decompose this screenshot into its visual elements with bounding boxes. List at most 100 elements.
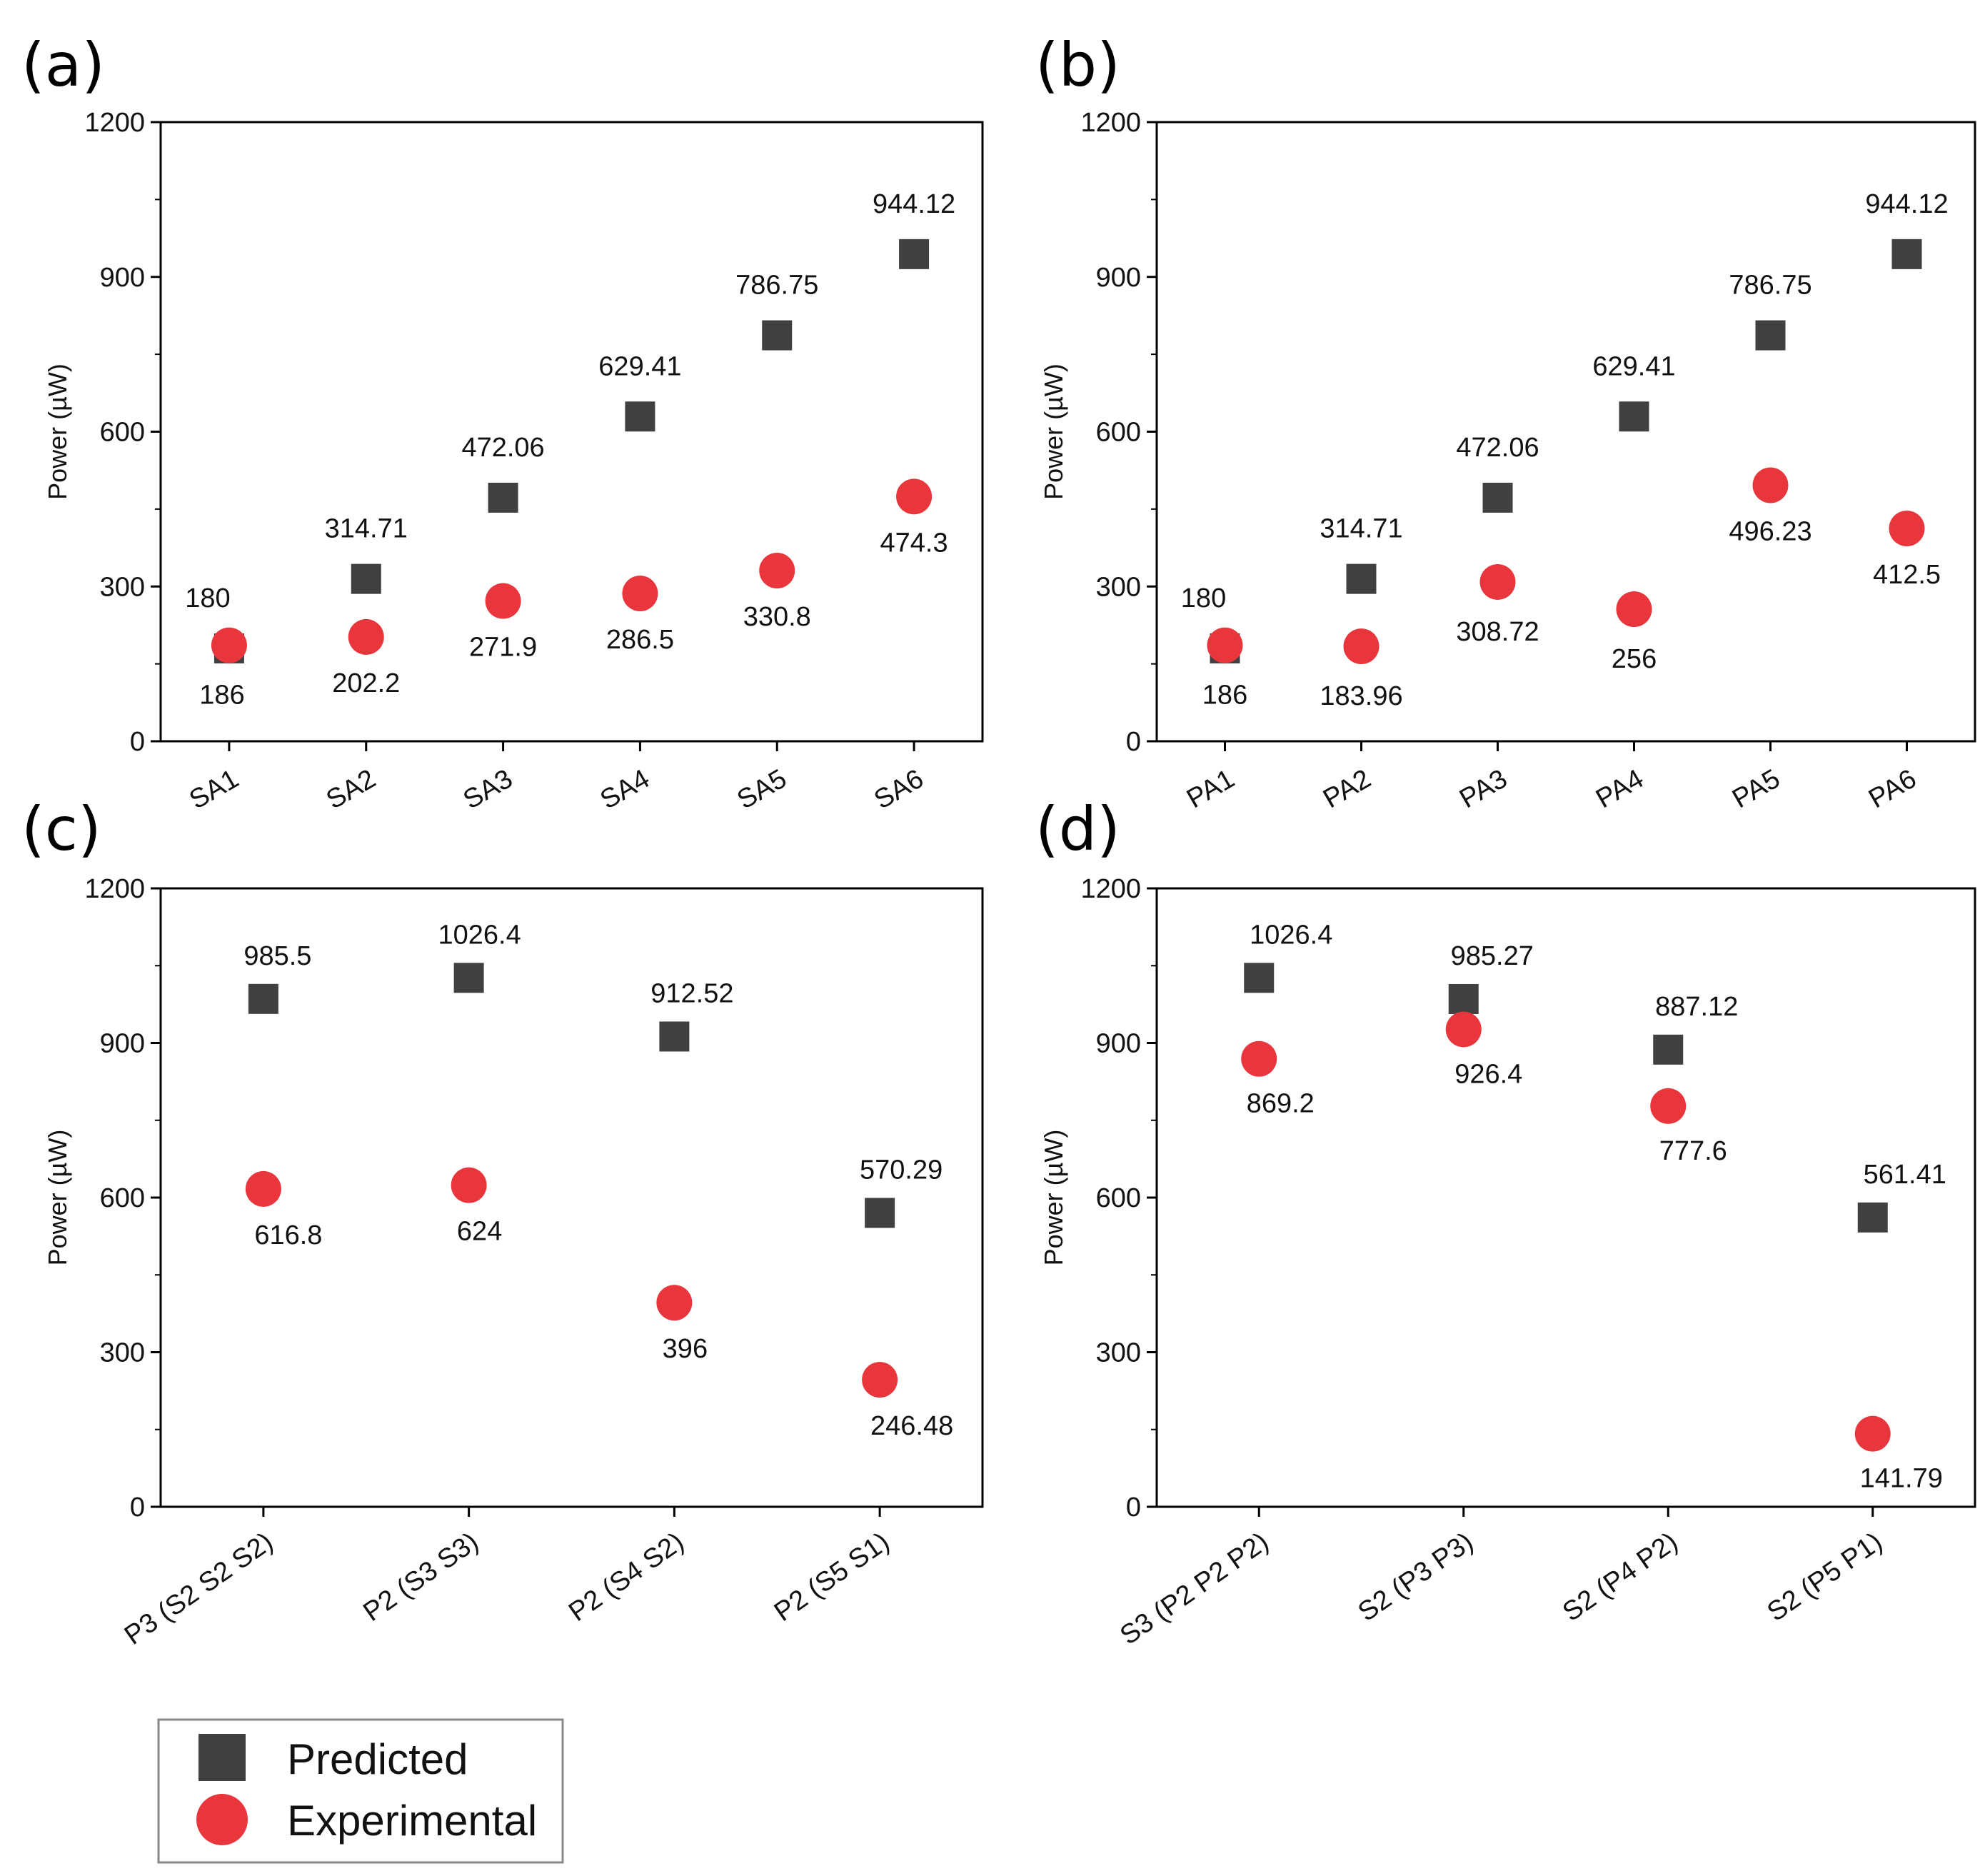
predicted-value-label: 570.29 xyxy=(860,1155,943,1185)
y-tick-label: 300 xyxy=(100,572,145,602)
predicted-value-label: 944.12 xyxy=(1865,189,1948,219)
x-tick-label: P2 (S4 S2) xyxy=(563,1527,689,1627)
predicted-value-label: 472.06 xyxy=(461,433,544,463)
y-tick-label: 600 xyxy=(100,1183,145,1213)
y-axis-title: Power (µW) xyxy=(43,1130,72,1266)
experimental-marker xyxy=(1343,628,1380,665)
experimental-marker xyxy=(896,478,933,515)
predicted-value-label: 985.5 xyxy=(243,941,311,971)
panel-label: (a) xyxy=(21,30,105,100)
experimental-marker xyxy=(245,1170,281,1207)
y-tick-label: 900 xyxy=(1096,1029,1141,1059)
experimental-value-label: 186 xyxy=(199,681,244,711)
experimental-marker xyxy=(1445,1011,1482,1048)
predicted-marker xyxy=(1857,1202,1888,1233)
y-tick-label: 900 xyxy=(100,1029,145,1059)
experimental-marker xyxy=(1650,1088,1687,1124)
experimental-value-label: 271.9 xyxy=(469,633,537,663)
predicted-marker xyxy=(762,320,793,351)
legend-predicted-label: Predicted xyxy=(287,1735,468,1783)
y-tick-label: 0 xyxy=(1126,727,1141,757)
predicted-value-label: 912.52 xyxy=(650,978,733,1008)
y-tick-label: 0 xyxy=(130,727,145,757)
experimental-marker xyxy=(1207,627,1243,663)
plot-frame xyxy=(159,887,984,1508)
experimental-marker xyxy=(1854,1415,1891,1452)
y-tick-label: 0 xyxy=(1126,1493,1141,1523)
experimental-value-label: 474.3 xyxy=(880,528,948,558)
x-tick-label: S2 (P4 P2) xyxy=(1557,1527,1683,1627)
predicted-value-label: 985.27 xyxy=(1451,941,1534,971)
x-tick-label: PA1 xyxy=(1182,763,1240,814)
y-axis-title: Power (µW) xyxy=(1039,1130,1068,1266)
y-tick-label: 0 xyxy=(130,1493,145,1523)
experimental-marker xyxy=(1889,510,1925,546)
panel-label: (c) xyxy=(21,794,101,864)
experimental-marker xyxy=(862,1362,898,1398)
x-tick-label: SA6 xyxy=(869,763,928,815)
experimental-marker xyxy=(211,627,247,663)
x-tick-label: PA3 xyxy=(1454,763,1512,814)
x-tick-label: S2 (P3 P3) xyxy=(1353,1527,1479,1627)
experimental-value-label: 496.23 xyxy=(1729,516,1811,546)
plot-frame xyxy=(1155,887,1976,1508)
predicted-value-label: 944.12 xyxy=(873,189,955,219)
y-tick-label: 300 xyxy=(1096,1338,1141,1368)
x-tick-label: PA6 xyxy=(1864,763,1921,814)
predicted-marker xyxy=(1755,320,1786,351)
plot-frame xyxy=(1155,121,1976,743)
experimental-value-label: 624 xyxy=(457,1217,502,1247)
experimental-value-label: 926.4 xyxy=(1454,1059,1522,1089)
panel-a: (a) 0 300 600 900 1200 Power (µW) SA1 SA2 SA3 SA4 S… xyxy=(21,30,984,816)
x-tick-label: PA4 xyxy=(1591,763,1649,814)
x-tick-label: P2 (S5 S1) xyxy=(769,1527,895,1627)
experimental-value-label: 186 xyxy=(1202,681,1247,711)
experimental-marker xyxy=(348,618,384,655)
predicted-value-label: 629.41 xyxy=(1592,351,1675,381)
experimental-marker xyxy=(485,583,521,619)
experimental-value-label: 183.96 xyxy=(1320,681,1402,711)
x-tick-label: S2 (P5 P1) xyxy=(1762,1527,1888,1627)
experimental-value-label: 246.48 xyxy=(870,1411,953,1441)
y-tick-label: 600 xyxy=(1096,1183,1141,1213)
x-tick-label: SA4 xyxy=(596,763,655,815)
legend: Predicted Experimental xyxy=(157,1718,564,1864)
x-tick-label: SA3 xyxy=(458,763,518,815)
experimental-value-label: 256 xyxy=(1612,644,1657,674)
panel-d: (d) 0 300 600 900 1200 Power (µW) S3 (P2 P2 P2)… xyxy=(1035,794,1976,1651)
y-axis-title: Power (µW) xyxy=(1039,363,1068,500)
y-tick-label: 600 xyxy=(1096,418,1141,448)
predicted-value-label: 314.71 xyxy=(1320,514,1402,544)
predicted-marker xyxy=(351,563,381,594)
predicted-value-label: 887.12 xyxy=(1655,992,1738,1022)
predicted-value-label: 629.41 xyxy=(598,351,681,381)
predicted-marker xyxy=(1891,239,1922,269)
y-tick-label: 1200 xyxy=(1080,874,1141,904)
experimental-marker xyxy=(622,576,658,612)
experimental-value-label: 330.8 xyxy=(743,602,811,632)
experimental-marker xyxy=(1241,1040,1277,1077)
panel-label: (b) xyxy=(1035,30,1120,100)
panel-b: (b) 0 300 600 900 1200 Power (µW) PA1 PA2 PA3 PA4 P… xyxy=(1035,30,1976,814)
predicted-marker xyxy=(1619,401,1649,432)
predicted-marker xyxy=(248,983,278,1014)
legend-experimental-marker xyxy=(196,1794,248,1845)
y-tick-label: 300 xyxy=(100,1338,145,1368)
predicted-value-label: 561.41 xyxy=(1864,1160,1946,1190)
experimental-marker xyxy=(1616,591,1652,628)
experimental-marker xyxy=(759,552,795,588)
predicted-marker xyxy=(488,482,518,513)
x-tick-label: SA5 xyxy=(733,763,792,815)
predicted-marker xyxy=(659,1021,690,1052)
y-axis-title: Power (µW) xyxy=(43,363,72,500)
experimental-marker xyxy=(1479,563,1516,600)
x-tick-label: P2 (S3 S3) xyxy=(358,1527,483,1627)
predicted-value-label: 180 xyxy=(1181,583,1226,613)
predicted-marker xyxy=(1244,963,1275,993)
predicted-value-label: 1026.4 xyxy=(1250,920,1332,950)
experimental-value-label: 308.72 xyxy=(1456,617,1539,647)
plot-frame xyxy=(159,121,984,743)
x-tick-label: P3 (S2 S2 S2) xyxy=(119,1527,278,1651)
experimental-value-label: 616.8 xyxy=(254,1220,322,1250)
